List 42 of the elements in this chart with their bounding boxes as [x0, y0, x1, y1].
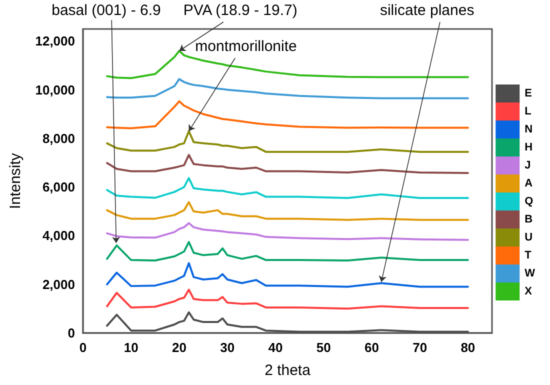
legend-label: H [524, 142, 533, 154]
line-series [106, 201, 469, 221]
line-series [106, 262, 469, 288]
line-series [106, 241, 469, 262]
legend-label: A [524, 178, 533, 190]
legend-label: T [524, 250, 532, 262]
x-tick-label: 50 [316, 340, 331, 355]
y-axis-title: Intensity [7, 152, 24, 209]
y-tick-label: 0 [68, 326, 75, 340]
x-tick-label: 60 [364, 340, 379, 355]
y-tick-label: 4,000 [42, 228, 75, 244]
x-tick-label: 10 [124, 340, 138, 355]
legend-label: W [524, 268, 536, 280]
x-tick-label: 70 [412, 340, 428, 355]
legend-label: U [524, 232, 533, 244]
y-tick-label: 8,000 [42, 130, 75, 146]
x-tick-label: 0 [79, 340, 87, 355]
x-tick-label: 30 [220, 340, 235, 355]
legend-label: N [524, 124, 533, 136]
y-tick-label: 2,000 [42, 276, 75, 292]
legend-label: E [524, 88, 532, 100]
line-series [106, 288, 469, 310]
x-tick-label: 80 [460, 340, 476, 355]
annotation: montmorillonite [195, 38, 297, 55]
line-series [106, 154, 469, 174]
legend-label: X [524, 286, 533, 298]
y-tick-label: 12,000 [35, 34, 75, 49]
x-tick-label: 20 [172, 340, 186, 355]
line-series [106, 78, 469, 100]
x-tick-label: 40 [268, 340, 283, 355]
y-tick-label: 6,000 [42, 180, 75, 195]
legend-label: B [524, 214, 533, 226]
annotation: silicate planes [380, 2, 474, 19]
legend-label: L [524, 106, 532, 118]
y-tick-label: 10,000 [35, 82, 75, 98]
legend-label: Q [524, 196, 534, 208]
line-series [106, 100, 469, 130]
annotation: PVA (18.9 - 19.7) [183, 2, 298, 19]
line-series [106, 177, 469, 200]
legend-label: J [524, 160, 531, 172]
x-axis-title: 2 theta [264, 362, 312, 379]
annotation: basal (001) - 6.9 [52, 2, 161, 19]
